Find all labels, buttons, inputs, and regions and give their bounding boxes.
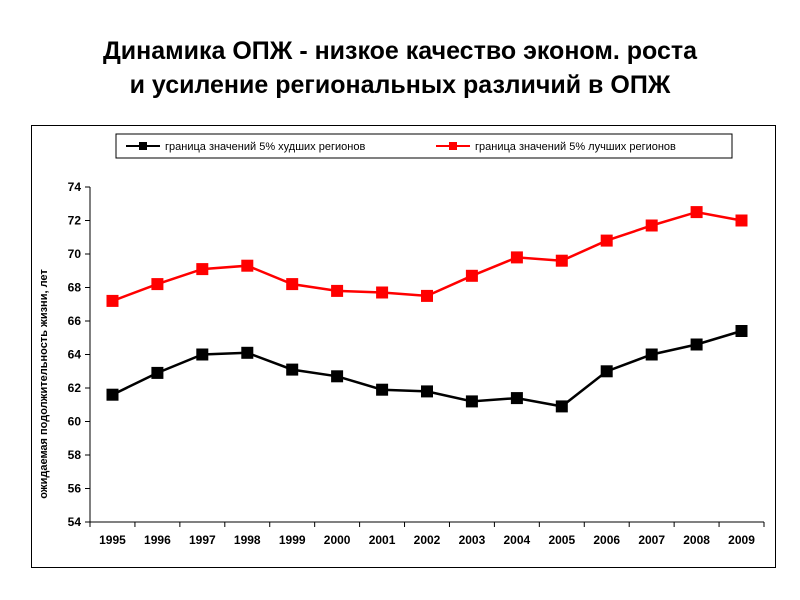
legend-marker-swatch — [449, 142, 457, 150]
data-point — [196, 263, 209, 276]
y-tick-label: 64 — [68, 348, 82, 362]
y-tick-label: 54 — [68, 515, 82, 529]
data-point — [196, 348, 209, 361]
y-tick-labels: 54 56 58 60 62 64 66 68 70 72 74 — [68, 180, 82, 529]
data-point — [421, 385, 433, 398]
legend-label: граница значений 5% худших регионов — [165, 141, 365, 153]
x-tick-label: 2005 — [548, 533, 575, 547]
x-tick-label: 2004 — [504, 533, 531, 547]
data-point — [465, 395, 478, 408]
data-point — [555, 254, 568, 267]
y-tick-label: 66 — [68, 314, 82, 328]
x-tick-label: 1998 — [234, 533, 261, 547]
chart-legend: граница значений 5% худших регионов грани… — [115, 133, 733, 159]
y-tick-label: 72 — [68, 214, 82, 228]
data-point — [465, 269, 478, 282]
line-chart: граница значений 5% худших регионов грани… — [38, 133, 765, 547]
x-tick-label: 2006 — [593, 533, 620, 547]
y-tick-label: 60 — [68, 415, 82, 429]
data-point — [376, 286, 389, 299]
data-point — [331, 284, 344, 297]
data-point — [735, 325, 748, 337]
legend-label: граница значений 5% лучших регионов — [475, 141, 676, 153]
data-point — [241, 346, 254, 359]
x-tick-labels: 1995 1996 1997 1998 1999 2000 2001 2002 2003 2004… — [99, 533, 755, 547]
legend-entry: граница значений 5% лучших регионов — [436, 141, 676, 153]
x-tick-label: 2003 — [459, 533, 486, 547]
x-tick-label: 2001 — [369, 533, 396, 547]
data-point — [241, 259, 254, 272]
legend-marker-swatch — [139, 142, 147, 150]
data-point — [690, 338, 703, 351]
y-tick-label: 70 — [68, 247, 82, 261]
x-tick-label: 1995 — [99, 533, 126, 547]
x-tick-label: 1996 — [144, 533, 171, 547]
y-tick-label: 68 — [68, 281, 82, 295]
slide-title: Динамика ОПЖ - низкое качество эконом. р… — [0, 34, 800, 102]
y-axis-title: ожидаемая подолжительность жизни, лет — [38, 269, 50, 499]
data-point — [555, 400, 568, 413]
chart-axes — [85, 186, 765, 527]
data-point — [151, 366, 164, 379]
data-point — [735, 214, 748, 227]
legend-box — [115, 133, 733, 159]
data-point — [600, 234, 613, 247]
x-tick-label: 2002 — [414, 533, 441, 547]
x-tick-label: 2007 — [638, 533, 665, 547]
series-best-regions — [106, 206, 748, 307]
chart-frame: граница значений 5% худших регионов грани… — [31, 125, 776, 568]
data-point — [376, 383, 389, 396]
data-point — [106, 294, 119, 307]
x-tick-label: 1999 — [279, 533, 306, 547]
y-tick-label: 58 — [68, 448, 82, 462]
data-point — [645, 348, 658, 361]
data-point — [510, 392, 523, 405]
series-worst-regions — [106, 325, 748, 413]
data-point — [421, 289, 433, 302]
data-point — [600, 365, 613, 378]
data-point — [331, 370, 344, 383]
y-tick-label: 74 — [68, 180, 82, 194]
data-point — [106, 388, 119, 401]
y-tick-label: 56 — [68, 482, 82, 496]
x-tick-label: 2009 — [728, 533, 755, 547]
data-point — [286, 363, 299, 376]
legend-entry: граница значений 5% худших регионов — [126, 141, 365, 153]
data-point — [645, 219, 658, 232]
x-tick-label: 2000 — [324, 533, 351, 547]
slide-title-line-2: и усиление региональных различий в ОПЖ — [129, 71, 671, 99]
data-point — [690, 206, 703, 219]
data-point — [151, 278, 164, 291]
data-point — [510, 251, 523, 264]
x-tick-label: 2008 — [683, 533, 710, 547]
slide-title-line-1: Динамика ОПЖ - низкое качество эконом. р… — [102, 37, 698, 65]
y-tick-label: 62 — [68, 381, 82, 395]
x-tick-label: 1997 — [189, 533, 216, 547]
series-layer — [106, 206, 748, 413]
data-point — [286, 278, 299, 291]
